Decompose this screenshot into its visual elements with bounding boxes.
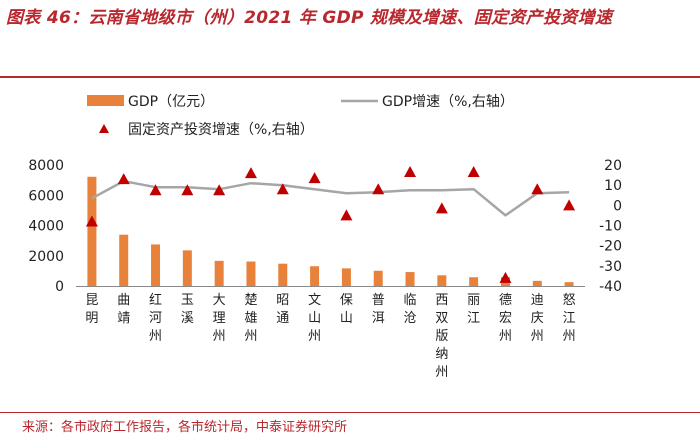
investment-growth-marker [467,166,480,178]
legend-marker-swatch [99,124,109,133]
category-label: 怒江州 [563,293,576,344]
investment-growth-marker [117,173,130,185]
gdp-growth-line [91,179,570,217]
gdp-bar [87,176,97,286]
line-series [91,179,570,217]
left-tick-label: 8000 [28,158,64,174]
left-tick-label: 4000 [28,219,64,235]
gdp-bar [373,270,383,286]
category-label: 普洱 [372,293,385,326]
category-label: 大理州 [213,293,226,344]
gdp-bar [405,272,415,286]
category-label: 红河州 [149,292,162,344]
right-tick-label: -30 [599,259,622,275]
investment-growth-marker [499,271,512,283]
gdp-bar [182,250,192,286]
right-tick-label: 20 [604,158,622,174]
legend: GDP（亿元） GDP增速（%,右轴） 固定资产投资增速（%,右轴） [87,94,514,138]
gdp-bar [532,280,542,286]
gdp-bar [469,277,479,286]
category-label: 昭通 [276,293,289,326]
gdp-bar [246,261,256,286]
category-label: 西双版纳州 [435,293,448,380]
left-tick-label: 0 [55,279,64,295]
investment-growth-marker [85,215,98,227]
gdp-bar [437,275,447,286]
chart-title: 图表 46：云南省地级市（州）2021 年 GDP 规模及增速、固定资产投资增速 [6,8,613,28]
investment-growth-marker [308,172,321,184]
category-label: 保山 [340,293,353,326]
gdp-bar [564,282,574,286]
source-divider [0,412,700,413]
right-tick-label: 0 [613,198,622,214]
source-note: 来源：各市政府工作报告，各市统计局，中泰证券研究所 [22,420,348,435]
investment-growth-marker [531,183,544,195]
investment-growth-marker [404,166,417,178]
right-tick-label: 10 [604,178,622,194]
category-label: 临沧 [404,293,417,326]
category-label: 玉溪 [181,293,194,326]
right-tick-label: -20 [599,239,622,255]
investment-growth-marker [340,209,353,221]
investment-growth-marker [149,184,162,196]
gdp-bar [119,234,129,286]
investment-growth-marker [181,184,194,196]
investment-growth-marker [372,183,385,195]
gdp-bar [151,244,161,286]
left-tick-label: 2000 [28,249,64,265]
category-label: 楚雄州 [244,293,257,344]
legend-label-gdp: GDP（亿元） [128,94,214,110]
legend-label-gdp-growth: GDP增速（%,右轴） [382,94,514,110]
category-label: 迪庆州 [531,293,544,344]
investment-growth-marker [244,167,257,179]
title-divider [0,76,700,78]
gdp-bar [278,263,288,286]
gdp-bar [310,266,320,286]
investment-growth-marker [213,184,226,196]
legend-label-investment-growth: 固定资产投资增速（%,右轴） [128,122,314,138]
investment-growth-marker [563,199,576,211]
category-label: 德宏州 [499,293,512,344]
gdp-bar [341,268,351,286]
investment-growth-marker [435,202,448,214]
left-tick-label: 6000 [28,188,64,204]
right-tick-label: -10 [599,219,622,235]
category-label: 丽江 [467,293,480,326]
marker-series [85,166,576,283]
investment-growth-marker [276,183,289,195]
right-tick-label: -40 [599,279,622,295]
left-axis: 0 2000 4000 6000 8000 [28,158,585,295]
right-axis: -40 -30 -20 -10 0 10 20 [599,158,622,295]
category-label: 昆明 [85,293,98,326]
legend-bar-swatch [87,95,124,106]
category-label: 文山州 [308,293,321,344]
gdp-bar [214,260,224,286]
category-label: 曲靖 [117,293,130,326]
